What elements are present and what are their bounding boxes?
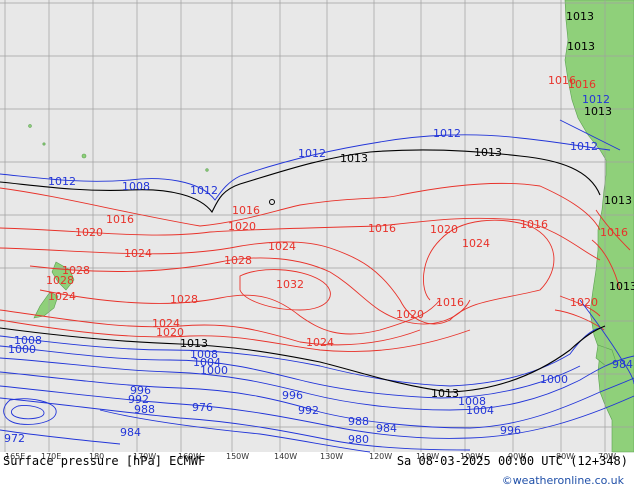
isobar-label-1013: 1013 [340, 152, 368, 165]
south-america-land [564, 0, 634, 453]
isobar-label-1028: 1028 [62, 264, 90, 277]
longitude-label: 160W [178, 452, 201, 461]
land-layer [28, 0, 634, 453]
isobar-label-972: 972 [4, 432, 25, 445]
longitude-label: 130W [320, 452, 343, 461]
longitude-label: 170E [41, 452, 61, 461]
isobar-label-1024: 1024 [268, 240, 296, 253]
isobar-label-1024: 1024 [152, 317, 180, 330]
isobar-label-984: 984 [612, 358, 633, 371]
isobar-label-1020: 1020 [228, 220, 256, 233]
isobar-label-1024: 1024 [48, 290, 76, 303]
isobar-label-988: 988 [348, 415, 369, 428]
longitude-label: 110W [416, 452, 439, 461]
longitude-label: 120W [369, 452, 392, 461]
longitude-label: 180 [89, 452, 104, 461]
isobar-label-984: 984 [376, 422, 397, 435]
isobar-label-1013: 1013 [609, 280, 634, 293]
isobar-label-1028: 1028 [170, 293, 198, 306]
longitude-label: 140W [274, 452, 297, 461]
isobar-label-1012: 1012 [48, 175, 76, 188]
isobar-label-1020: 1020 [156, 326, 184, 339]
isobar-label-1000: 1000 [8, 343, 36, 356]
isobar-label-996: 996 [282, 389, 303, 402]
isobar-label-1020: 1020 [75, 226, 103, 239]
isobar-label-1008: 1008 [458, 395, 486, 408]
isobar-label-1013: 1013 [180, 337, 208, 350]
isobar-label-1013: 1013 [566, 10, 594, 23]
isobar-label-1004: 1004 [466, 404, 494, 417]
tierra-del-fuego [595, 344, 617, 367]
isobar-label-992: 992 [298, 404, 319, 417]
credit-link[interactable]: ©weatheronline.co.uk [501, 474, 624, 487]
isobar-label-996: 996 [500, 424, 521, 437]
isobar-label-1024: 1024 [124, 247, 152, 260]
isobar-label-976: 976 [192, 401, 213, 414]
isobar-label-1032: 1032 [276, 278, 304, 291]
isobar-label-1016: 1016 [548, 74, 576, 87]
reference-isobars [0, 149, 606, 393]
isobar-label-1000: 1000 [200, 364, 228, 377]
isobar-label-1013: 1013 [604, 194, 632, 207]
isobar-label-1008: 1008 [122, 180, 150, 193]
isobar-label-996: 996 [130, 384, 151, 397]
isobar-label-1020: 1020 [430, 223, 458, 236]
longitude-label: 165E [5, 452, 25, 461]
isobar-label-988: 988 [134, 403, 155, 416]
isobar-label-1024: 1024 [462, 237, 490, 250]
grid-layer [0, 0, 634, 452]
isobar-label-1008: 1008 [190, 348, 218, 361]
isobar-label-1016: 1016 [436, 296, 464, 309]
isobar-label-1028: 1028 [46, 274, 74, 287]
isobar-label-1013: 1013 [584, 105, 612, 118]
isobar-label-1024: 1024 [306, 336, 334, 349]
isobar-label-1016: 1016 [600, 226, 628, 239]
low-isobars [0, 119, 634, 453]
isobar-label-1012: 1012 [582, 93, 610, 106]
station-marker [269, 199, 275, 205]
isobar-label-1013: 1013 [567, 40, 595, 53]
isobar-label-1012: 1012 [190, 184, 218, 197]
isobar-label-1028: 1028 [224, 254, 252, 267]
isobar-label-1000: 1000 [540, 373, 568, 386]
island [28, 124, 32, 128]
isobar-label-1012: 1012 [298, 147, 326, 160]
isobar-label-1008: 1008 [14, 334, 42, 347]
isobar-label-1012: 1012 [570, 140, 598, 153]
longitude-label: 90W [508, 452, 526, 461]
ocean-shade [0, 0, 634, 452]
isobar-label-1016: 1016 [520, 218, 548, 231]
isobar-label-1004: 1004 [193, 356, 221, 369]
isobar-label-1016: 1016 [232, 204, 260, 217]
longitude-label: 70W [598, 452, 616, 461]
isobar-label-992: 992 [128, 393, 149, 406]
isobar-label-1020: 1020 [396, 308, 424, 321]
longitude-label: 100W [460, 452, 483, 461]
isobar-label-1016: 1016 [368, 222, 396, 235]
high-isobars [0, 182, 631, 353]
isobar-label-1020: 1020 [570, 296, 598, 309]
isobar-label-980: 980 [348, 433, 369, 446]
island [205, 168, 209, 172]
longitude-labels: 165E 170E 180 170W 160W 150W 140W 130W 120W 110W 1… [5, 452, 616, 461]
longitude-label: 170W [133, 452, 156, 461]
isobar-label-1016: 1016 [568, 78, 596, 91]
island [42, 142, 46, 146]
valid-time: Sa 08-03-2025 00:00 UTC (12+348) [396, 454, 628, 468]
isobar-label-1016: 1016 [106, 213, 134, 226]
island [81, 153, 87, 159]
longitude-label: 80W [556, 452, 574, 461]
isobar-label-1013: 1013 [474, 146, 502, 159]
longitude-label: 150W [226, 452, 249, 461]
isobar-label-1013: 1013 [431, 387, 459, 400]
map-title: Surface pressure [hPa] ECMWF [3, 454, 206, 468]
isobar-label-1012: 1012 [433, 127, 461, 140]
isobar-label-984: 984 [120, 426, 141, 439]
